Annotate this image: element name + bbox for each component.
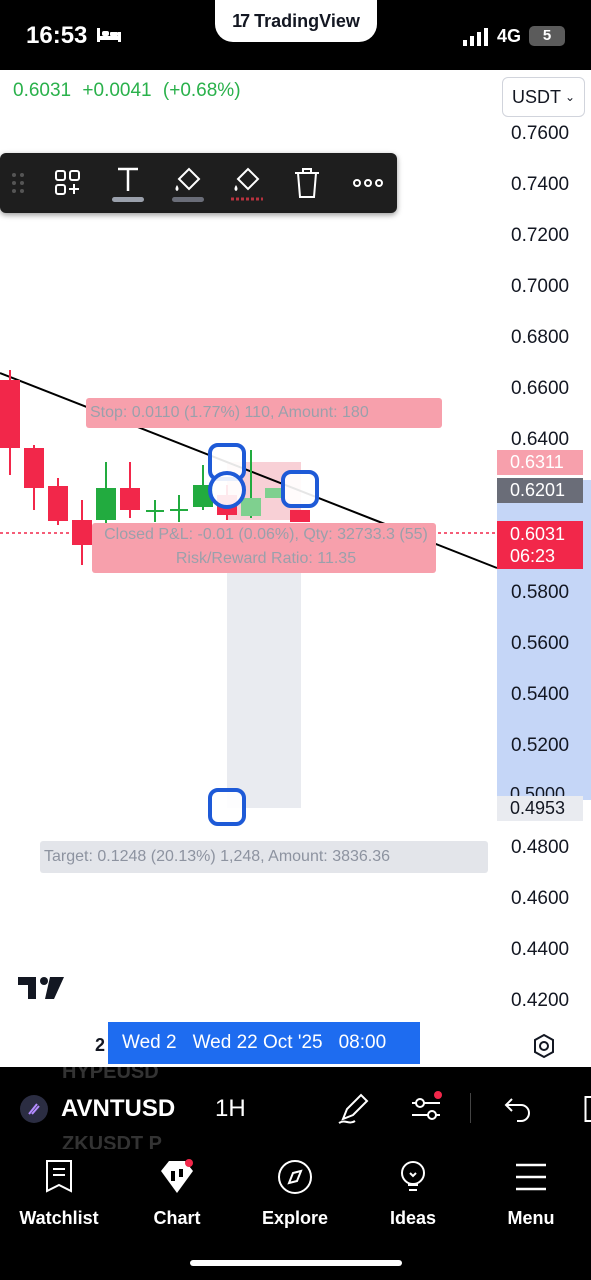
tab-chart[interactable]: Chart [122,1157,232,1229]
price-axis-label: 0.4600 [511,888,570,909]
tab-label: Menu [507,1208,555,1228]
battery-icon: 5 [529,26,565,46]
tab-bar: Watchlist Chart Explore Ideas Menu [0,1149,591,1280]
tab-watchlist[interactable]: Watchlist [4,1157,114,1229]
crosshair-date-partial: Wed 2 [122,1032,177,1053]
ghost-symbol: HYPEUSD [62,1067,159,1083]
sleep-mode-icon [97,28,121,42]
currency-selector[interactable]: USDT ⌄ [502,77,585,117]
price-axis-label: 0.4800 [511,837,570,858]
stop-label[interactable]: Stop: 0.0110 (1.77%) 110, Amount: 180 [86,398,442,428]
chevron-down-icon: ⌄ [564,90,576,104]
price-axis-label: 0.5400 [511,684,570,705]
price-axis-label: 0.4200 [511,990,570,1011]
target-handle[interactable] [208,788,246,826]
text-icon[interactable] [110,165,146,202]
partial-price-label: 0.5000 [510,784,566,796]
time-axis-label: 2 [95,1035,106,1055]
symbol-bar: HYPEUSD ZKUSDT P AVNTUSD 1H [0,1067,591,1149]
pnl-label-box[interactable]: Closed P&L: -0.01 (0.06%), Qty: 32733.3 … [92,523,436,573]
pnl-label: Closed P&L: -0.01 (0.06%), Qty: 32733.3 … [104,526,428,543]
price-axis-label: 0.6800 [511,327,570,348]
symbol-name[interactable]: AVNTUSD [61,1095,176,1122]
target-zone [227,565,301,808]
bar-countdown: 06:23 [510,546,556,566]
chart-icon [161,1159,193,1193]
delete-icon[interactable] [289,165,325,201]
price-change-pct: (+0.68%) [162,80,241,101]
status-bar: 16:53 17 TradingView 4G 5 [0,0,591,70]
more-icon[interactable] [350,165,386,201]
current-price-value: 0.6031 [510,524,566,544]
drawing-toolbar [0,153,397,213]
app-name: TradingView [254,10,360,31]
network-type: 4G [497,26,522,46]
watchlist-icon [46,1160,72,1193]
tab-menu[interactable]: Menu [476,1157,586,1229]
tab-ideas[interactable]: Ideas [358,1157,468,1229]
ghost-symbol: ZKUSDT P [62,1133,162,1149]
crosshair-date: Wed 22 Oct '25 [192,1032,323,1053]
tab-label: Watchlist [19,1208,99,1228]
tab-label: Ideas [389,1208,437,1228]
pencil-icon[interactable] [333,1089,373,1129]
chart-settings-icon[interactable] [531,1033,557,1059]
last-price: 0.6031 [13,80,72,101]
tab-label: Explore [261,1208,329,1228]
price-axis-label: 0.6600 [511,378,570,399]
price-change: +0.0041 [82,80,152,101]
price-axis-label: 0.5600 [511,633,570,654]
tradingview-logo-icon [18,977,64,999]
price-axis-label: 0.7000 [511,276,570,297]
target-label[interactable]: Target: 0.1248 (20.13%) 1,248, Amount: 3… [40,841,488,873]
drag-handle-icon[interactable] [4,165,32,201]
fill-color-icon[interactable] [170,165,206,202]
price-axis-label: 0.5200 [511,735,570,756]
price-axis-label: 0.6400 [511,429,570,450]
entry-price-tag: 0.6201 [497,478,583,503]
price-header: 0.6031 +0.0041 (+0.68%) [13,80,247,102]
clock: 16:53 [26,22,88,49]
compass-icon [278,1160,312,1194]
toolbar-divider [470,1093,471,1123]
signal-icon [463,28,488,46]
price-axis-label: 0.5800 [511,582,570,603]
tab-explore[interactable]: Explore [240,1157,350,1229]
candles [0,370,310,565]
fullscreen-icon[interactable] [570,1089,591,1129]
risk-reward-label: Risk/Reward Ratio: 11.35 [175,550,357,567]
price-axis-label: 0.7200 [511,225,570,246]
currency-label: USDT [511,86,561,107]
template-icon[interactable] [50,165,86,201]
tradingview-logo-icon: 17 [232,10,250,31]
indicators-icon[interactable] [406,1089,446,1129]
lightbulb-icon [401,1161,425,1191]
line-color-icon[interactable] [229,165,265,201]
menu-icon [516,1163,546,1191]
stop-price-tag: 0.6311 [497,450,583,475]
undo-icon[interactable] [495,1089,535,1129]
target-price-tag: 0.4953 [497,796,583,821]
price-axis-label: 0.7600 [511,123,570,144]
price-axis-label: 0.7400 [511,174,570,195]
current-price-tag: 0.6031 06:23 [497,521,583,569]
symbol-logo-icon [20,1095,48,1123]
timeframe-button[interactable]: 1H [215,1095,246,1122]
crosshair-time: 08:00 [338,1032,387,1053]
crosshair-time-label: Wed 2 Wed 22 Oct '25 08:00 [108,1022,420,1064]
width-handle[interactable] [281,470,319,508]
app-pill: 17 TradingView [215,0,377,42]
entry-handle[interactable] [208,471,246,509]
home-indicator[interactable] [190,1260,402,1266]
price-axis-label: 0.4400 [511,939,570,960]
tab-label: Chart [153,1208,201,1228]
